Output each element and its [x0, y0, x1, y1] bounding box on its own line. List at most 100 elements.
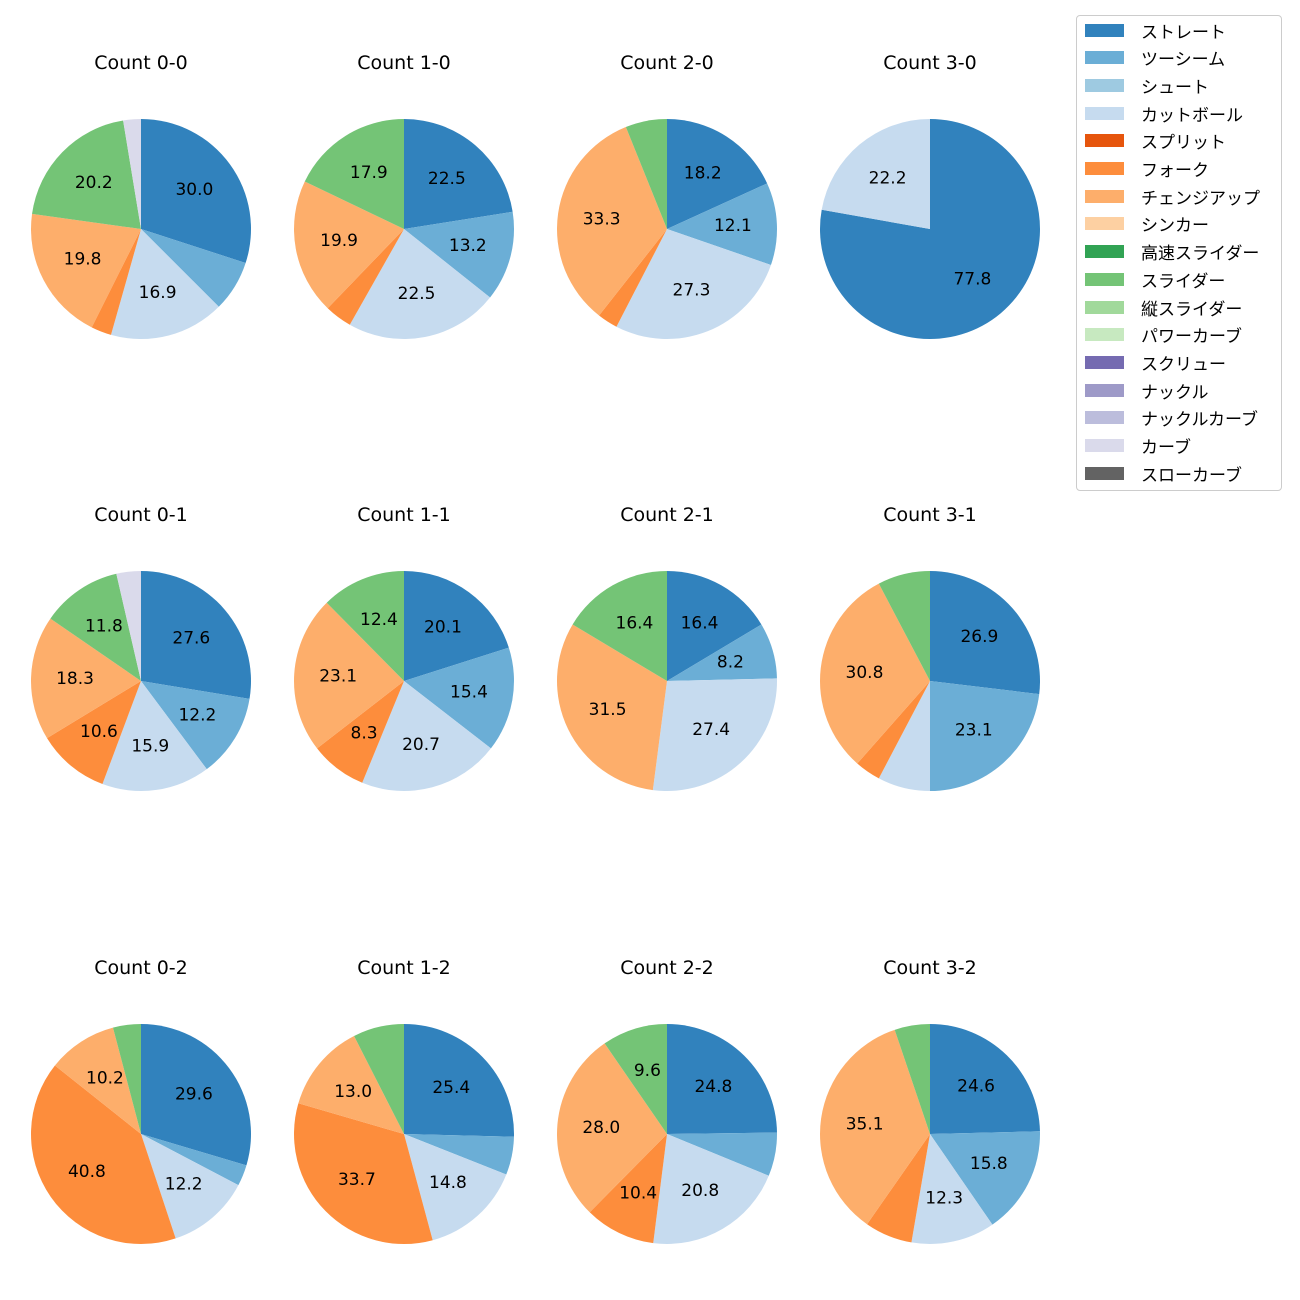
legend-item: ナックルカーブ: [1085, 406, 1258, 430]
pie-slice: [667, 571, 762, 681]
slice-label: 33.3: [583, 210, 621, 230]
legend-swatch: [1085, 23, 1124, 37]
pie-slice: [652, 678, 777, 791]
pie-slice: [141, 1134, 247, 1186]
pie-slice: [326, 571, 404, 681]
pie-slice: [878, 681, 930, 791]
pie-slice: [667, 1132, 777, 1176]
legend-label: 高速スライダー: [1141, 244, 1260, 265]
pie-slice: [930, 1024, 1040, 1134]
pie-slice: [141, 119, 251, 263]
pie-3: Count 2-0 18.2 12.1 27.3 33.3: [556, 52, 777, 339]
pie-slice: [404, 1134, 514, 1175]
pie-slice: [667, 1024, 777, 1134]
legend-item: ナックル: [1085, 378, 1209, 403]
slice-label: 27.4: [692, 720, 730, 740]
pie-2: Count 1-0 22.5 13.2 22.5 19.9 17.9: [294, 52, 514, 339]
pie-slice: [556, 1043, 667, 1213]
pie-slice: [50, 573, 141, 681]
pie-slice: [298, 1035, 404, 1134]
pie-slice: [123, 119, 141, 229]
slice-label: 15.4: [450, 683, 488, 703]
slice-label: 27.3: [673, 280, 711, 300]
slice-label: 77.8: [953, 270, 991, 290]
pie-slice: [47, 681, 142, 785]
pie-slice: [616, 229, 771, 339]
pie-slice: [820, 583, 930, 764]
pie-11: Count 2-2 24.8 20.8 10.4 28.0 9.6: [556, 957, 777, 1244]
slice-label: 40.8: [68, 1162, 106, 1182]
legend-item: スライダー: [1085, 267, 1225, 292]
slice-label: 22.5: [428, 169, 466, 189]
slice-label: 12.2: [178, 705, 216, 725]
pie-slice: [31, 618, 142, 739]
legend: ストレート ツーシーム シュート カットボール スプリット フォーク チェンジアップ シンカー…: [1076, 15, 1282, 491]
pie-title: Count 2-0: [620, 52, 714, 74]
pie-slice: [556, 126, 667, 316]
legend-label: カットボール: [1141, 105, 1243, 126]
pie-slice: [599, 229, 667, 327]
legend-swatch: [1085, 78, 1124, 92]
pie-slice: [404, 647, 514, 749]
pie-9: Count 0-2 29.6 12.2 40.8 10.2: [30, 957, 252, 1244]
slice-label: 24.8: [694, 1077, 732, 1097]
legend-item: チェンジアップ: [1085, 184, 1260, 209]
pie-slice: [354, 1024, 404, 1134]
pie-slice: [141, 681, 250, 770]
pie-slice: [116, 571, 141, 681]
legend-item: 縦スライダー: [1085, 295, 1242, 320]
legend-label: ツーシーム: [1141, 50, 1226, 71]
legend-item: フォーク: [1085, 157, 1209, 181]
slice-label: 27.6: [172, 628, 210, 648]
pie-slice: [667, 624, 777, 681]
legend-swatch: [1085, 217, 1124, 231]
pie-slice: [930, 1131, 1040, 1225]
slice-label: 20.2: [75, 173, 113, 193]
pie-slice: [604, 1024, 667, 1134]
pie-slice: [102, 681, 207, 791]
pie-slice: [30, 1065, 176, 1244]
pie-slice: [141, 1024, 252, 1166]
slice-label: 8.3: [351, 724, 378, 744]
pie-slice: [911, 1134, 993, 1244]
pie-slice: [141, 571, 251, 699]
pie-slice: [589, 1134, 667, 1244]
slice-label: 35.1: [846, 1115, 884, 1135]
pie-6: Count 1-1 20.1 15.4 20.7 8.3 23.1 12.4: [293, 504, 514, 791]
legend-item: カーブ: [1085, 434, 1191, 458]
legend-label: シュート: [1141, 77, 1209, 98]
pie-4: Count 3-0 77.8 22.2: [820, 52, 1041, 339]
slice-label: 23.1: [319, 667, 357, 687]
pie-12: Count 3-2 24.6 15.8 12.3 35.1: [820, 957, 1040, 1244]
legend-label: ストレート: [1141, 22, 1226, 43]
pie-slice: [404, 1134, 507, 1241]
pie-slice: [557, 624, 667, 791]
pie-slice: [930, 571, 1040, 695]
pie-slice: [294, 181, 404, 309]
pie-slice: [32, 120, 142, 229]
pie-slice: [349, 229, 491, 339]
pie-slice: [820, 1029, 930, 1225]
legend-swatch: [1085, 439, 1124, 452]
pie-title: Count 2-2: [620, 957, 714, 979]
pie-title: Count 0-2: [94, 957, 188, 979]
slice-label: 10.6: [80, 722, 118, 742]
slice-label: 19.8: [64, 250, 102, 270]
pie-slice: [653, 1134, 769, 1244]
pie-7: Count 2-1 16.4 8.2 27.4 31.5 16.4: [557, 504, 777, 791]
legend-swatch: [1085, 383, 1124, 397]
slice-label: 20.1: [424, 618, 462, 638]
slice-label: 18.2: [684, 163, 722, 183]
legend-item: スローカーブ: [1085, 461, 1242, 486]
slice-label: 16.4: [616, 614, 654, 634]
legend-label: カーブ: [1141, 438, 1191, 458]
slice-label: 17.9: [350, 163, 388, 183]
pie-slice: [362, 681, 491, 791]
pie-slice: [867, 1134, 930, 1243]
pie-title: Count 2-1: [620, 504, 714, 526]
legend-swatch: [1085, 51, 1124, 65]
pie-title: Count 0-1: [94, 504, 188, 526]
slice-label: 11.8: [85, 616, 123, 636]
legend-label: フォーク: [1141, 161, 1209, 181]
pie-slice: [112, 1024, 141, 1134]
